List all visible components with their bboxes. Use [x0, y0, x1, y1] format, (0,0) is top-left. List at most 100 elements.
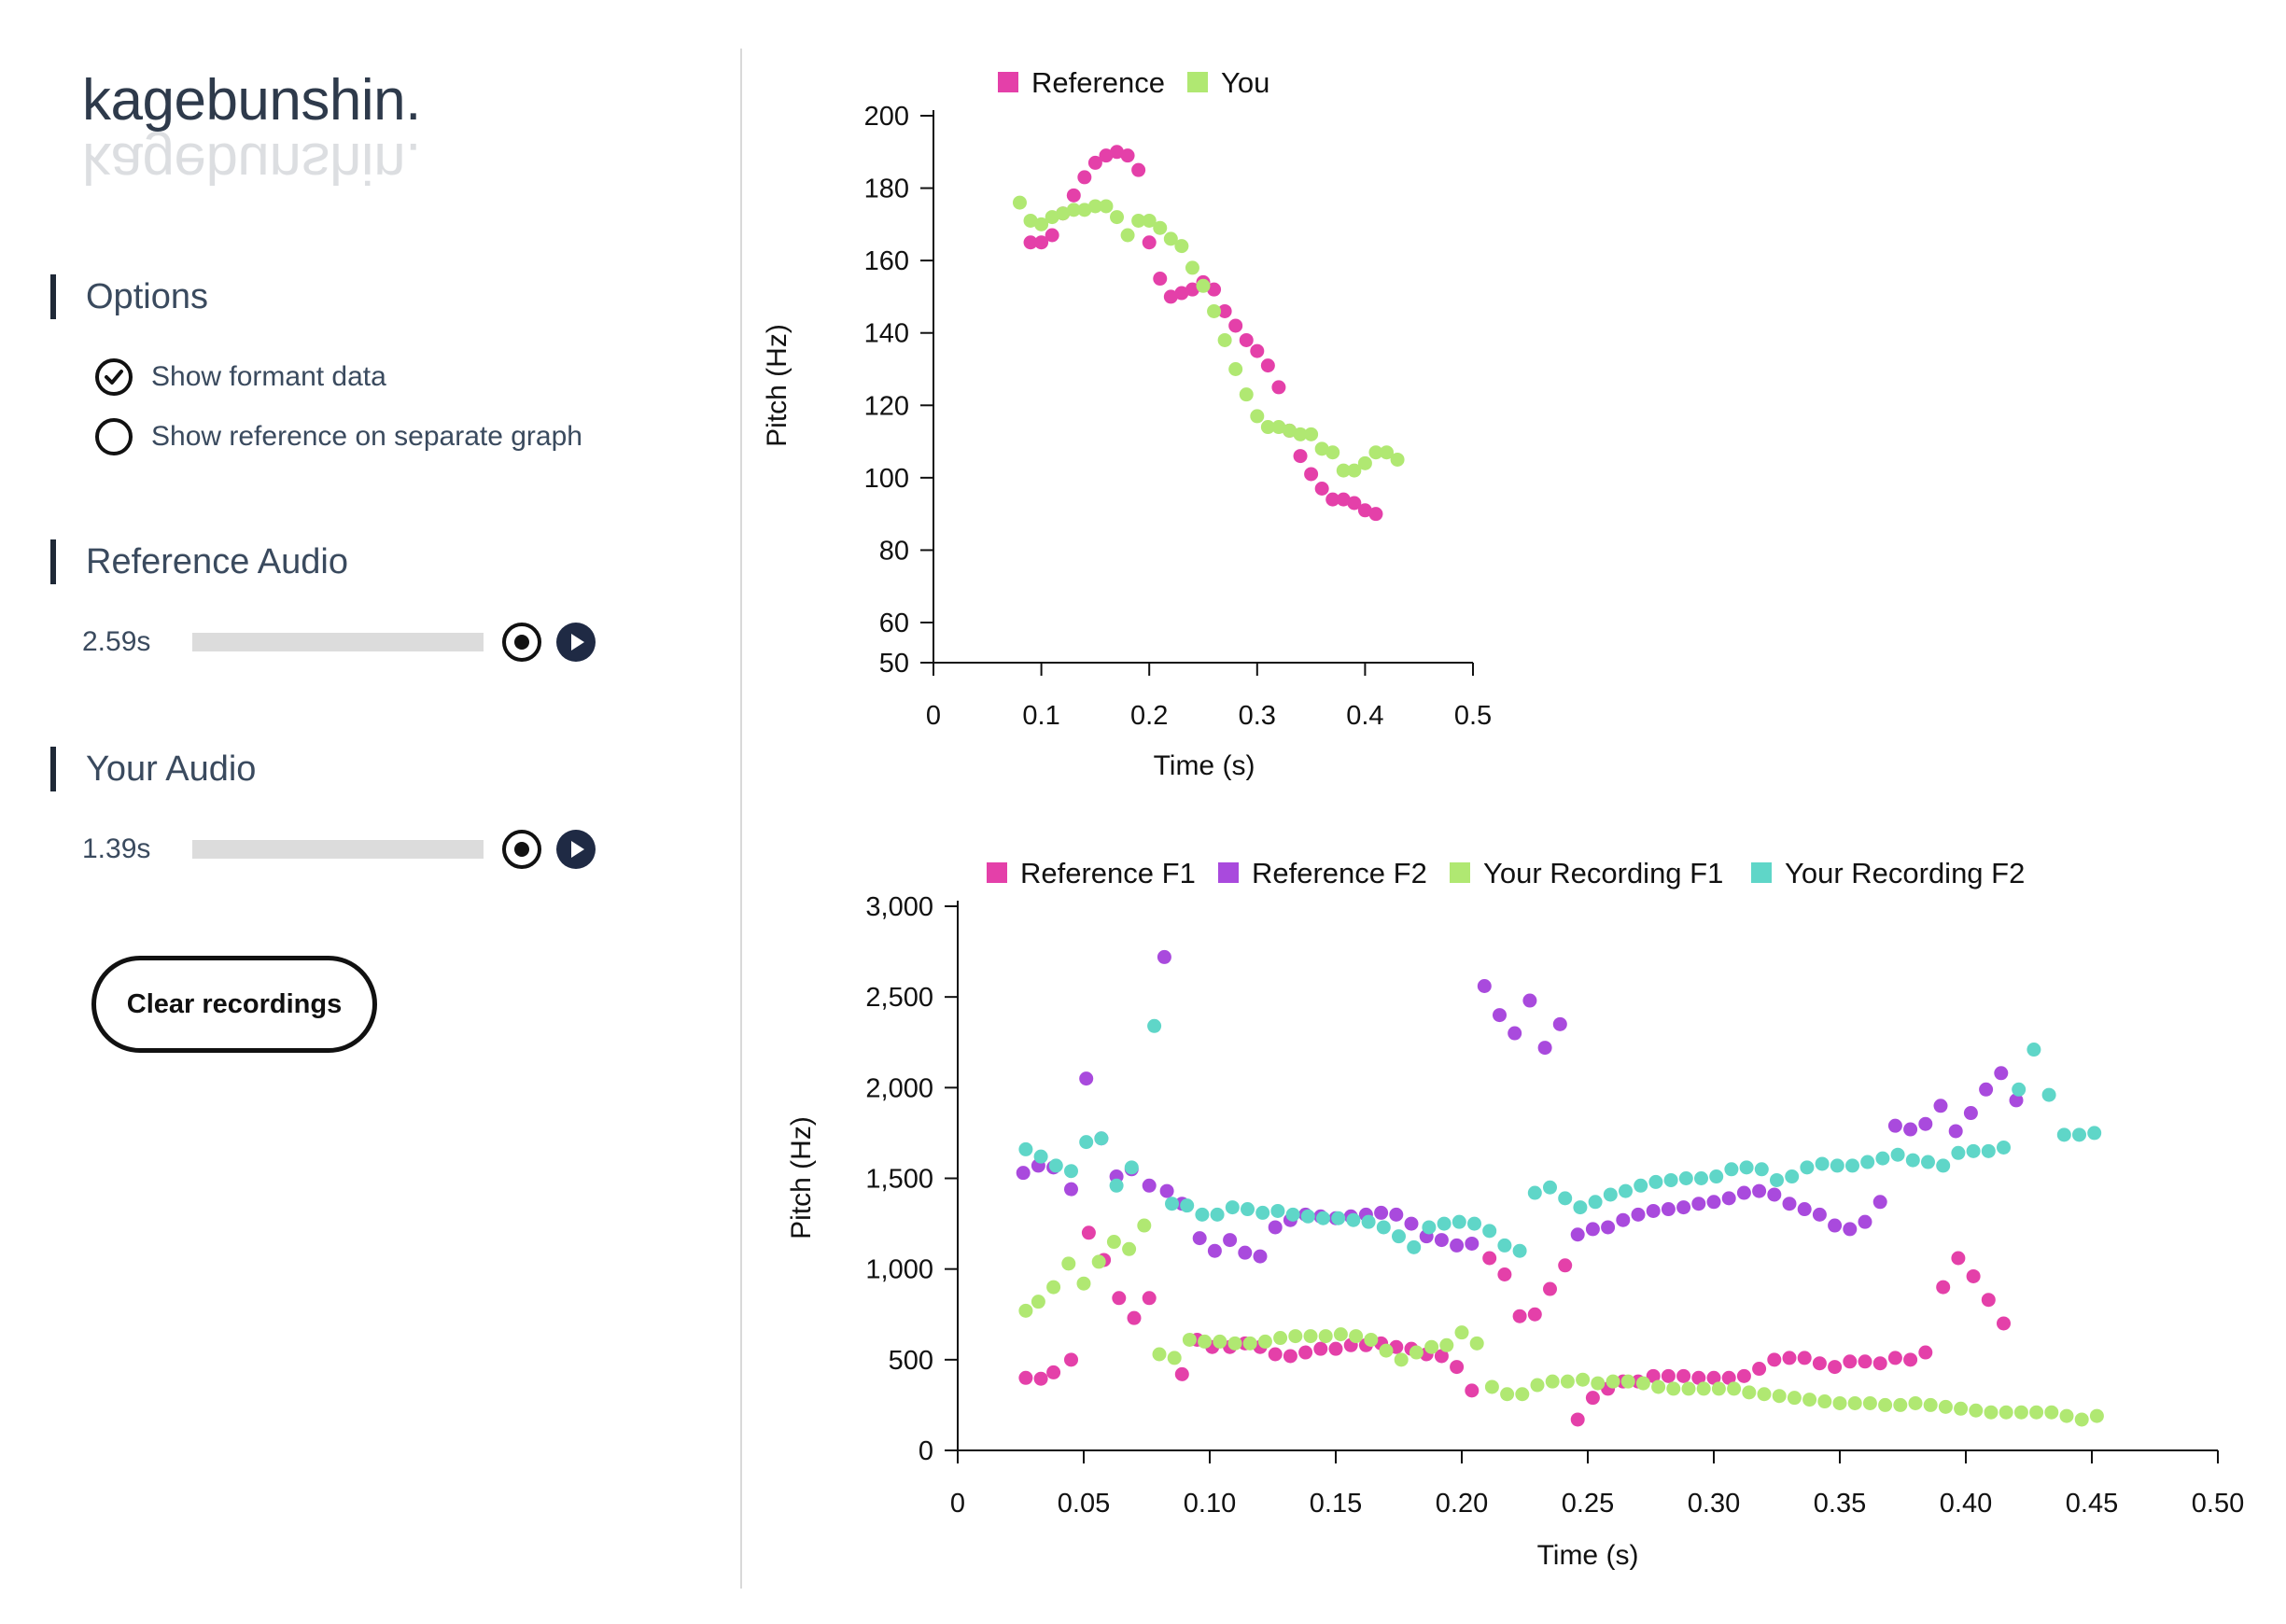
data-point: [1770, 1172, 1784, 1187]
options-title: Options: [50, 274, 208, 319]
data-point: [1127, 1310, 1142, 1325]
data-point: [1558, 1258, 1573, 1273]
data-point: [1875, 1151, 1890, 1166]
data-point: [1951, 1145, 1966, 1160]
data-point: [1616, 1212, 1631, 1227]
play-icon: [571, 841, 584, 858]
data-point: [1241, 1202, 1255, 1217]
data-point: [1192, 1231, 1207, 1246]
your-record-button[interactable]: [502, 830, 541, 869]
reference-record-button[interactable]: [502, 623, 541, 662]
data-point: [1045, 210, 1059, 225]
data-point: [1830, 1158, 1844, 1173]
data-point: [1313, 1341, 1328, 1356]
option-label[interactable]: Show formant data: [151, 361, 386, 392]
data-point: [1998, 1405, 2013, 1420]
data-point: [1954, 1401, 1969, 1416]
data-point: [1268, 1220, 1283, 1235]
data-point: [1077, 203, 1092, 217]
data-point: [1767, 1187, 1782, 1202]
option-show-formant-data[interactable]: Show formant data: [95, 355, 386, 399]
your-play-button[interactable]: [556, 830, 596, 869]
data-point: [1196, 278, 1211, 293]
data-point: [1285, 1207, 1300, 1222]
data-point: [1858, 1354, 1872, 1369]
data-point: [1666, 1381, 1681, 1396]
data-point: [1409, 1345, 1423, 1360]
data-point: [1180, 1198, 1195, 1213]
data-point: [1537, 1041, 1552, 1056]
data-point: [1087, 199, 1102, 214]
data-point: [1681, 1381, 1696, 1396]
data-point: [1152, 1347, 1167, 1362]
your-progress-bar[interactable]: [192, 840, 484, 859]
data-point: [1131, 162, 1146, 177]
data-point: [1890, 1147, 1905, 1162]
data-point: [1721, 1370, 1736, 1385]
data-point: [1661, 1368, 1676, 1383]
reference-progress-bar[interactable]: [192, 633, 484, 651]
data-point: [1512, 1309, 1527, 1323]
unchecked-circle-icon[interactable]: [95, 418, 133, 455]
data-point: [1678, 1171, 1693, 1185]
data-point: [1573, 1200, 1588, 1215]
x-tick-label: 0.3: [1239, 701, 1276, 731]
data-point: [1936, 1280, 1951, 1295]
data-point: [1454, 1325, 1469, 1340]
option-label[interactable]: Show reference on separate graph: [151, 421, 582, 452]
data-point: [1357, 455, 1372, 470]
data-point: [1153, 220, 1168, 235]
checked-circle-icon[interactable]: [95, 358, 133, 396]
data-point: [1437, 1216, 1452, 1231]
data-point: [1228, 362, 1243, 376]
data-point: [1046, 1280, 1061, 1295]
data-point: [1585, 1222, 1600, 1237]
data-point: [1304, 467, 1319, 482]
data-point: [1314, 481, 1329, 496]
reference-play-button[interactable]: [556, 623, 596, 662]
data-point: [1217, 332, 1232, 347]
data-point: [1797, 1351, 1812, 1365]
data-point: [1724, 1162, 1739, 1177]
play-icon: [571, 634, 584, 651]
data-point: [1012, 195, 1027, 210]
data-point: [1739, 1160, 1754, 1175]
data-point: [1782, 1197, 1797, 1211]
data-point: [1966, 1268, 1981, 1283]
legend-swatch: [998, 72, 1018, 92]
data-point: [1887, 1351, 1902, 1365]
legend-swatch: [1218, 862, 1239, 883]
data-point: [1560, 1374, 1575, 1389]
data-point: [1347, 496, 1362, 511]
data-point: [1120, 148, 1135, 163]
data-point: [1477, 979, 1492, 994]
data-point: [1142, 213, 1157, 228]
data-point: [1300, 1209, 1315, 1224]
data-point: [1207, 303, 1222, 318]
data-point: [1336, 463, 1351, 478]
data-point: [1948, 1124, 1963, 1139]
data-point: [1167, 1351, 1182, 1365]
data-point: [1239, 387, 1254, 402]
your-duration: 1.39s: [82, 833, 151, 864]
data-point: [1087, 155, 1102, 170]
data-point: [1314, 441, 1329, 456]
data-point: [1933, 1099, 1948, 1113]
clear-recordings-button[interactable]: Clear recordings: [91, 956, 377, 1053]
data-point: [1223, 1233, 1238, 1248]
data-point: [1255, 1205, 1270, 1220]
data-point: [1239, 332, 1254, 347]
data-point: [1112, 1291, 1127, 1306]
data-point: [1800, 1160, 1815, 1175]
data-point: [1828, 1360, 1843, 1375]
data-point: [1018, 1303, 1033, 1318]
data-point: [1163, 231, 1178, 246]
data-point: [1122, 1241, 1137, 1256]
y-tick-label: 50: [879, 649, 909, 679]
data-point: [1434, 1349, 1449, 1364]
data-point: [1887, 1118, 1902, 1133]
option-show-reference-separate[interactable]: Show reference on separate graph: [95, 414, 582, 459]
data-point: [1394, 1352, 1409, 1367]
data-point: [1293, 427, 1308, 441]
data-point: [1213, 1334, 1227, 1349]
